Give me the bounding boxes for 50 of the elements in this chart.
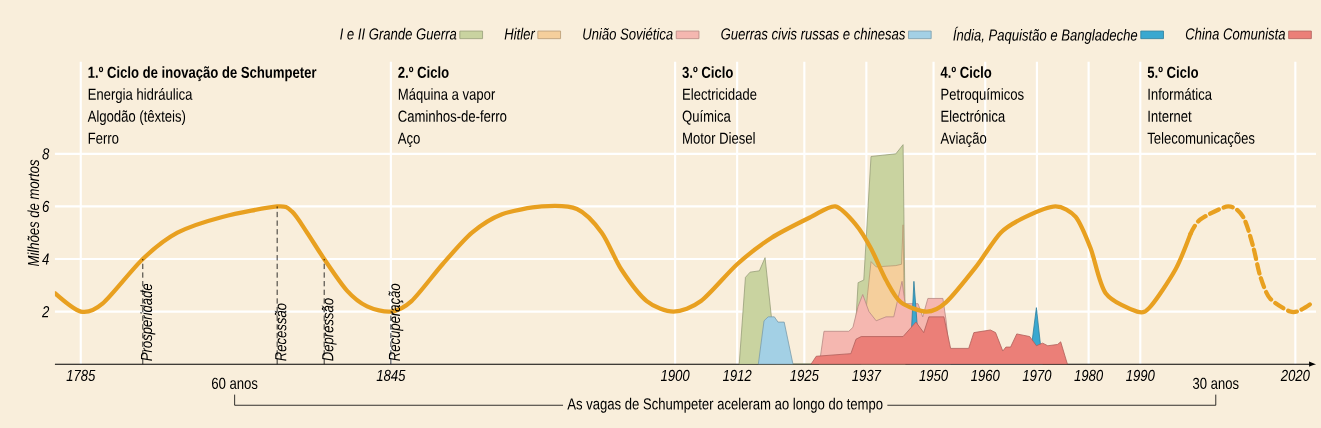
annotation: Internet (1148, 110, 1192, 122)
annotation: Informática (1148, 88, 1213, 100)
x-tick-label: 1912 (722, 369, 752, 382)
annotation: Aço (397, 132, 420, 148)
legend-label: União Soviética (583, 27, 673, 40)
annotation: Electricidade (683, 88, 757, 100)
x-tick-label: 1970 (1022, 369, 1052, 382)
x-tick-label: 1950 (919, 369, 949, 382)
annotation: 3.º Ciclo (682, 66, 733, 79)
annotation: Ferro (88, 132, 119, 144)
annotation: Energia hidráulica (88, 88, 193, 104)
y-axis-title: Milhões de mortos (27, 159, 40, 267)
annotation: 4.º Ciclo (940, 66, 992, 78)
y-tick-label: 8 (42, 148, 50, 160)
annotation: Petroquímicos (941, 88, 1024, 104)
annotation: Depressão (321, 298, 337, 361)
annotation: 1.º Ciclo de inovação de Schumpeter (88, 66, 317, 82)
x-tick-label: 1980 (1074, 369, 1104, 382)
legend-label: Guerras civis russas e chinesas (721, 27, 906, 40)
annotation: Química (682, 109, 731, 125)
y-tick-label: 2 (41, 306, 50, 318)
text: 60 anos (212, 377, 258, 390)
annotation: Telecomunicações (1147, 132, 1255, 148)
legend-label: I e II Grande Guerra (340, 27, 457, 40)
text: 30 anos (1192, 377, 1239, 390)
annotation: Motor Diesel (683, 132, 755, 144)
legend-label: China Comunista (1185, 27, 1286, 40)
annotation: Máquina a vapor (398, 88, 496, 104)
x-tick-label: 1925 (790, 369, 819, 382)
annotation: Prosperidade (140, 283, 156, 361)
x-tick-label: 1785 (66, 369, 96, 382)
annotation: Recessão (274, 303, 287, 361)
annotation: 5.º Ciclo (1147, 66, 1199, 78)
x-tick-label: 2020 (1280, 369, 1310, 382)
annotation: 2.º Ciclo (398, 66, 449, 78)
x-tick-label: 1960 (971, 369, 1000, 382)
x-tick-label: 1900 (660, 369, 690, 382)
x-tick-label: 1845 (376, 369, 406, 382)
x-axis-title: As vagas de Schumpeter aceleram ao longo do tempo (567, 397, 883, 413)
annotation: Caminhos-de-ferro (398, 110, 507, 122)
legend-label: Índia, Paquistão e Bangladeche (953, 26, 1138, 44)
annotation: Algodão (têxteis) (87, 110, 186, 126)
x-tick-label: 1937 (852, 369, 882, 382)
legend-label: Hitler (504, 27, 536, 40)
annotation: Electrónica (941, 109, 1006, 122)
annotation: Aviação (940, 132, 987, 148)
x-tick-label: 1990 (1126, 369, 1155, 382)
y-tick-label: 4 (42, 253, 49, 265)
y-tick-label: 6 (42, 200, 50, 213)
annotation: Recuperação (388, 283, 404, 361)
